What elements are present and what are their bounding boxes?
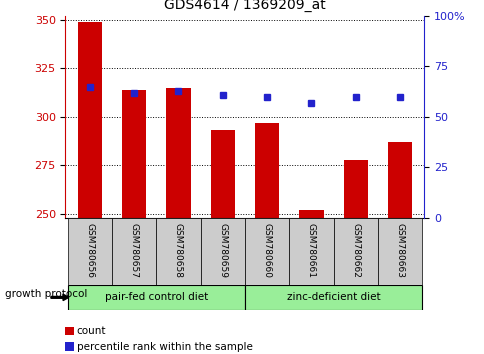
Bar bbox=[112, 218, 156, 285]
Bar bbox=[333, 218, 377, 285]
Bar bbox=[343, 160, 367, 218]
Text: GSM780659: GSM780659 bbox=[218, 223, 227, 278]
Text: zinc-deficient diet: zinc-deficient diet bbox=[286, 292, 379, 302]
Bar bbox=[210, 130, 234, 218]
Bar bbox=[244, 285, 421, 310]
Text: GSM780662: GSM780662 bbox=[350, 223, 360, 278]
Bar bbox=[288, 218, 333, 285]
Bar bbox=[121, 90, 146, 218]
Text: GSM780656: GSM780656 bbox=[85, 223, 94, 278]
Text: pair-fed control diet: pair-fed control diet bbox=[105, 292, 208, 302]
Bar bbox=[299, 210, 323, 218]
Bar bbox=[387, 142, 411, 218]
Text: percentile rank within the sample: percentile rank within the sample bbox=[76, 342, 252, 352]
Bar bbox=[68, 218, 112, 285]
Text: GSM780658: GSM780658 bbox=[174, 223, 182, 278]
Bar bbox=[244, 218, 288, 285]
Text: count: count bbox=[76, 326, 106, 336]
Title: GDS4614 / 1369209_at: GDS4614 / 1369209_at bbox=[164, 0, 325, 12]
Text: GSM780660: GSM780660 bbox=[262, 223, 271, 278]
Text: GSM780663: GSM780663 bbox=[394, 223, 404, 278]
Bar bbox=[166, 88, 190, 218]
Bar bbox=[156, 218, 200, 285]
Bar bbox=[200, 218, 244, 285]
Bar bbox=[68, 285, 244, 310]
Text: GSM780657: GSM780657 bbox=[129, 223, 138, 278]
Text: GSM780661: GSM780661 bbox=[306, 223, 315, 278]
Text: growth protocol: growth protocol bbox=[5, 289, 87, 299]
Bar bbox=[77, 22, 102, 218]
Bar bbox=[255, 122, 279, 218]
Bar bbox=[377, 218, 421, 285]
